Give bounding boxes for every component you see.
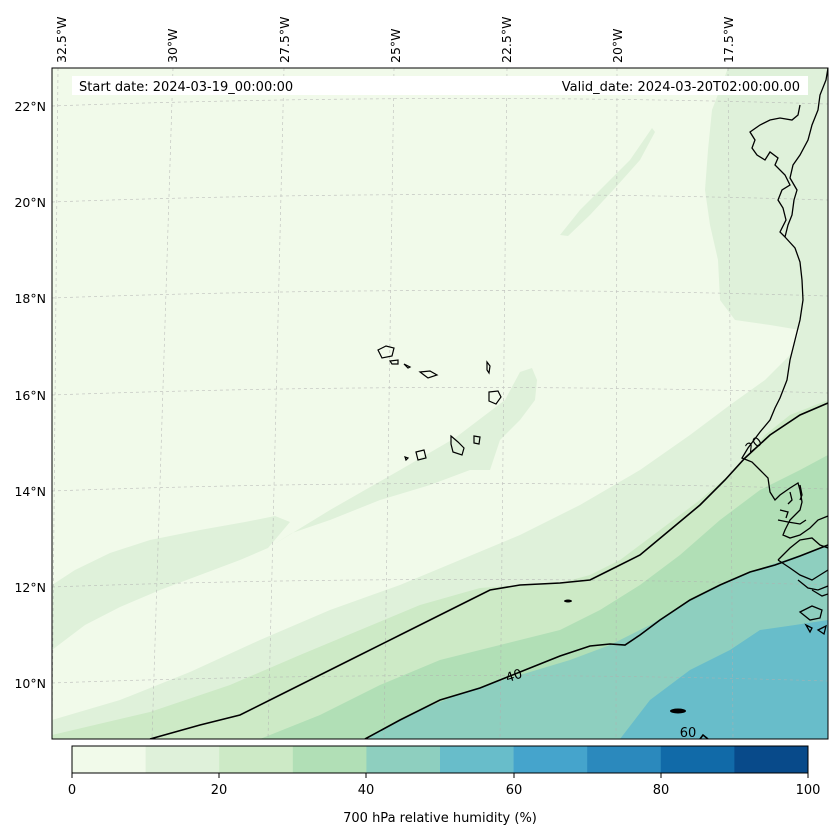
map-panel: 20 40 60 (52, 68, 828, 741)
header-box (72, 76, 808, 95)
map-frame (51, 67, 829, 740)
start-date-label: Start date: 2024-03-19_00:00:00 (79, 80, 293, 95)
lon-label-20w: 20°W (610, 28, 625, 63)
lon-label-30w: 30°W (165, 28, 180, 63)
colorbar-segments (72, 746, 809, 773)
humidity-band-10-20-central (268, 368, 537, 548)
colorbar-frame (71, 745, 809, 774)
colorbar-segment-30-40 (292, 746, 367, 773)
colorbar-label: 700 hPa relative humidity (%) (343, 811, 537, 826)
longitude-labels: 32.5°W 30°W 27.5°W 25°W 22.5°W 20°W 17.5… (54, 17, 736, 63)
cape-verde-islands (377, 345, 502, 462)
colorbar-segment-70-80 (587, 746, 662, 773)
colorbar-segment-80-90 (660, 746, 735, 773)
colorbar-segment-0-10 (72, 746, 147, 773)
lat-label-20n: 20°N (14, 195, 46, 210)
colorbar-segment-60-70 (513, 746, 588, 773)
colorbar-tick-20: 20 (211, 783, 228, 798)
africa-coastline (741, 68, 828, 539)
colorbar-segment-40-50 (366, 746, 441, 773)
lat-label-16n: 16°N (14, 388, 46, 403)
colorbar-tick-80: 80 (653, 783, 670, 798)
gambia-coast (777, 519, 807, 525)
colorbar-segment-20-30 (219, 746, 294, 773)
colorbar-segment-10-20 (145, 746, 220, 773)
lat-label-22n: 22°N (14, 99, 46, 114)
guinea-bissau-coast (777, 537, 828, 636)
lon-label-22-5w: 22.5°W (499, 17, 514, 63)
valid-date-label: Valid_date: 2024-03-20T02:00:00.00 (562, 80, 800, 95)
colorbar-segment-50-60 (440, 746, 515, 773)
contour-label-60: 60 (680, 726, 697, 741)
lon-label-25w: 25°W (388, 28, 403, 63)
ocean-feature (670, 708, 686, 714)
colorbar-tick-60: 60 (506, 783, 523, 798)
latitude-labels: 22°N 20°N 18°N 16°N 14°N 12°N 10°N (14, 99, 46, 691)
graticule (52, 68, 828, 739)
lat-label-14n: 14°N (14, 484, 46, 499)
lon-label-32-5w: 32.5°W (54, 17, 69, 63)
humidity-band-10-20-north (560, 128, 655, 236)
contour-line-40 (364, 544, 828, 739)
humidity-band-50-60 (620, 620, 828, 739)
colorbar-tick-40: 40 (358, 783, 375, 798)
lat-label-10n: 10°N (14, 676, 46, 691)
humidity-band-10-20-west (52, 516, 290, 650)
contour-label-40: 40 (504, 667, 524, 686)
lon-label-17-5w: 17.5°W (721, 17, 736, 63)
ocean-feature-2 (564, 599, 572, 603)
colorbar-ticks (71, 773, 809, 778)
senegal-islands (779, 484, 803, 519)
contour-line-60 (699, 733, 709, 739)
colorbar-segment-90-100 (734, 746, 809, 773)
colorbar-tick-100: 100 (796, 783, 821, 798)
colorbar: 0 20 40 60 80 100 700 hPa relative humid… (68, 745, 821, 826)
colorbar-tick-0: 0 (68, 783, 76, 798)
lat-label-18n: 18°N (14, 291, 46, 306)
lat-label-12n: 12°N (14, 580, 46, 595)
lon-label-27-5w: 27.5°W (277, 17, 292, 63)
contour-line-20 (149, 402, 828, 739)
